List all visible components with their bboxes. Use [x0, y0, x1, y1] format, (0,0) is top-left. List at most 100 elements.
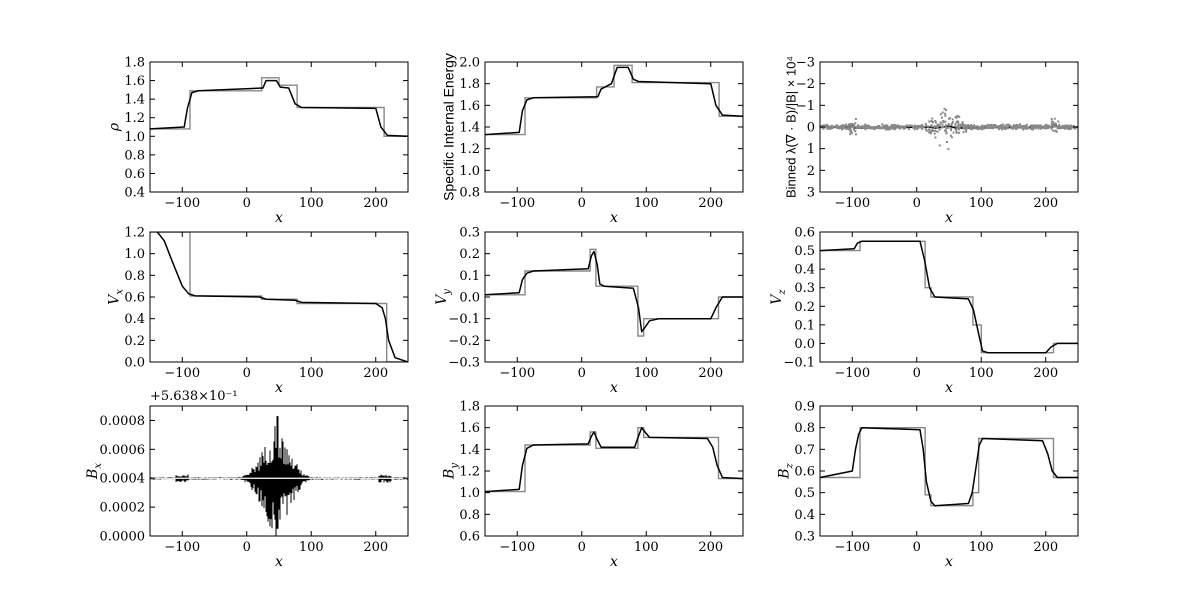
scatter-point	[1007, 124, 1010, 127]
plot-area	[820, 426, 1078, 507]
y-tick-label: 1.2	[459, 465, 480, 480]
x-axis-label: x	[275, 210, 283, 226]
scatter-point	[1027, 127, 1030, 130]
plot-area	[485, 426, 743, 493]
scatter-point	[938, 124, 941, 127]
y-tick-label: 0.9	[794, 400, 815, 415]
exact-solution-line	[150, 232, 408, 362]
scatter-point	[972, 125, 975, 128]
scatter-point	[864, 128, 867, 131]
scatter-point	[966, 126, 969, 129]
scatter-point	[944, 120, 947, 123]
scatter-point	[1063, 126, 1066, 128]
axes-frame	[149, 61, 409, 193]
scatter-point	[973, 124, 976, 127]
scatter-point	[1039, 127, 1042, 130]
scatter-point	[831, 124, 834, 127]
scatter-point	[948, 124, 951, 127]
scatter-point	[924, 128, 927, 130]
scatter-point	[876, 127, 879, 130]
x-tick-label: 100	[634, 540, 659, 555]
scatter-point	[957, 125, 960, 128]
x-tick-label: −100	[499, 366, 535, 381]
y-tick-label: 0.8	[124, 269, 145, 284]
scatter-point	[1020, 126, 1023, 129]
scatter-point	[921, 124, 924, 127]
scatter-point	[854, 118, 857, 120]
panel-Vz: −100 0 100 200 −0.1 0.0 0.1 0.2 0.3 0.4 0.5 0.6 x Vz	[769, 226, 1079, 396]
scatter-point	[962, 127, 965, 130]
scatter-point	[946, 141, 948, 143]
y-tick-label: 0.4	[124, 312, 145, 327]
axes-frame	[149, 405, 409, 537]
scatter-point	[1067, 125, 1070, 128]
scatter-point	[969, 125, 972, 128]
scatter-point	[1014, 128, 1017, 131]
scatter-point	[1052, 121, 1055, 124]
scatter-point	[1015, 124, 1018, 127]
x-tick-label: 100	[969, 196, 994, 211]
scatter-point	[925, 129, 928, 132]
y-tick-label: 0.0008	[100, 414, 146, 429]
scatter-point	[1058, 127, 1061, 130]
x-tick-label: 200	[363, 540, 388, 555]
scatter-point	[956, 114, 959, 117]
scatter-point	[886, 124, 889, 127]
scatter-point	[1041, 126, 1044, 129]
panel-Bx: −100 0 100 200 0.0000 0.0002 0.0004 0.0006 0.000…	[85, 389, 409, 570]
x-tick-label: 100	[969, 366, 994, 381]
scatter-point	[885, 128, 888, 131]
scatter-point	[1024, 126, 1027, 129]
scatter-point	[945, 132, 948, 135]
scatter-point	[936, 130, 939, 133]
scatter-point	[1069, 126, 1072, 129]
scatter-point	[850, 132, 853, 134]
scatter-point	[961, 121, 964, 124]
scatter-point	[856, 125, 859, 128]
scatter-point	[849, 122, 852, 125]
scatter-point	[1018, 126, 1021, 129]
scatter-point	[991, 125, 994, 128]
x-tick-label: 200	[698, 366, 723, 381]
scatter-point	[1046, 124, 1048, 127]
y-tick-label: 0.6	[459, 530, 480, 545]
scatter-point	[886, 125, 889, 128]
axes-frame	[484, 405, 744, 537]
scatter-point	[984, 124, 987, 127]
x-tick-label: 100	[299, 540, 324, 555]
y-tick-label: 0.0	[124, 356, 145, 371]
scatter-point	[958, 131, 960, 134]
scatter-point	[940, 126, 943, 129]
scatter-point	[996, 125, 999, 128]
scatter-point	[823, 124, 826, 127]
y-tick-label: 0.7	[794, 443, 815, 458]
offset-text: +5.638×10⁻¹	[150, 389, 238, 404]
numerical-solution-line	[150, 79, 408, 138]
scatter-point	[954, 128, 957, 131]
y-tick-label: 1.0	[124, 247, 145, 262]
y-tick-label: 1.4	[124, 93, 145, 108]
scatter-point	[835, 126, 837, 129]
y-axis-label: By	[441, 463, 460, 480]
scatter-point	[1071, 126, 1074, 129]
x-tick-label: 0	[578, 196, 586, 211]
scatter-point	[828, 125, 830, 128]
scatter-point	[921, 127, 924, 130]
scatter-point	[898, 126, 901, 129]
scatter-point	[829, 127, 832, 130]
scatter-point	[942, 126, 945, 128]
y-tick-label: 0.3	[794, 530, 815, 545]
exact-solution-line	[820, 240, 1078, 354]
scatter-point	[843, 124, 846, 127]
scatter-point	[971, 125, 974, 128]
scatter-point	[947, 117, 950, 120]
scatter-point	[934, 121, 937, 124]
x-tick-label: 200	[363, 196, 388, 211]
x-tick-label: 200	[1033, 366, 1058, 381]
scatter-point	[881, 127, 884, 129]
y-tick-label: −0.1	[448, 312, 480, 327]
scatter-point	[893, 123, 896, 126]
numerical-solution-line	[485, 426, 743, 493]
y-axis-label: Vy	[434, 289, 453, 305]
scatter-point	[1002, 123, 1005, 126]
